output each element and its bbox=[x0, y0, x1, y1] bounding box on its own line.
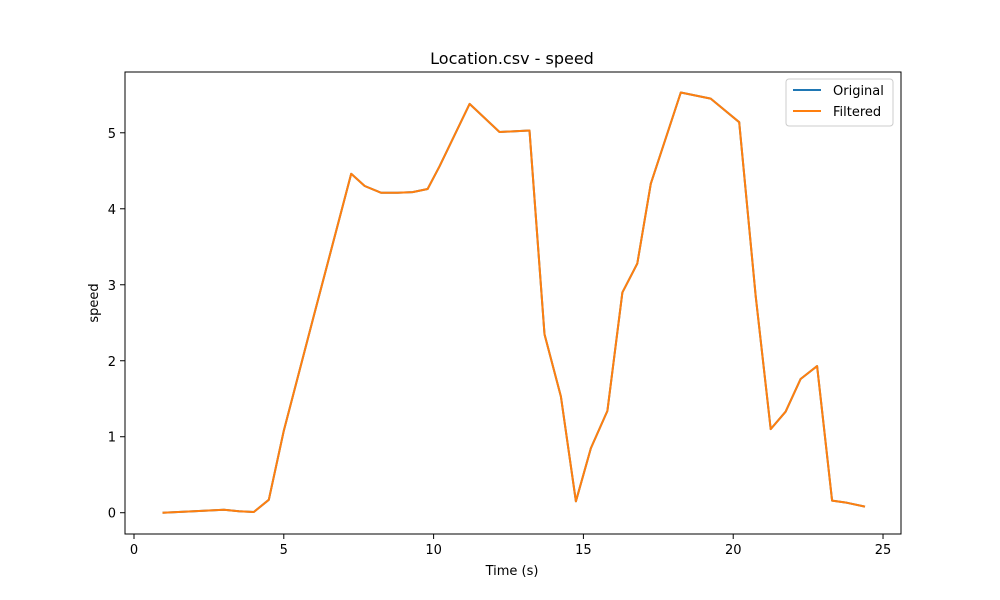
y-tick-label: 5 bbox=[108, 127, 116, 142]
x-axis-label: Time (s) bbox=[485, 564, 539, 579]
y-axis-ticks: 0 1 2 3 4 5 bbox=[108, 127, 125, 522]
y-tick-label: 3 bbox=[108, 279, 116, 294]
series-layer bbox=[162, 91, 866, 514]
legend-label-filtered: Filtered bbox=[833, 105, 881, 120]
legend: Original Filtered bbox=[785, 78, 894, 127]
y-axis-label: speed bbox=[87, 283, 102, 322]
chart-title: Location.csv - speed bbox=[430, 49, 594, 68]
legend-label-original: Original bbox=[833, 84, 884, 99]
x-axis-ticks: 0 5 10 15 20 25 bbox=[130, 534, 891, 558]
x-tick-label: 15 bbox=[575, 543, 592, 558]
x-tick-label: 20 bbox=[725, 543, 742, 558]
plot-frame bbox=[124, 71, 902, 535]
x-tick-label: 5 bbox=[280, 543, 288, 558]
series-line-filtered bbox=[162, 91, 866, 514]
x-tick-label: 0 bbox=[130, 543, 138, 558]
y-tick-label: 0 bbox=[108, 507, 116, 522]
x-tick-label: 10 bbox=[425, 543, 442, 558]
y-tick-label: 2 bbox=[108, 355, 116, 370]
x-tick-label: 25 bbox=[875, 543, 892, 558]
plot-area bbox=[125, 72, 901, 534]
y-tick-label: 1 bbox=[108, 431, 116, 446]
y-tick-label: 4 bbox=[108, 203, 116, 218]
